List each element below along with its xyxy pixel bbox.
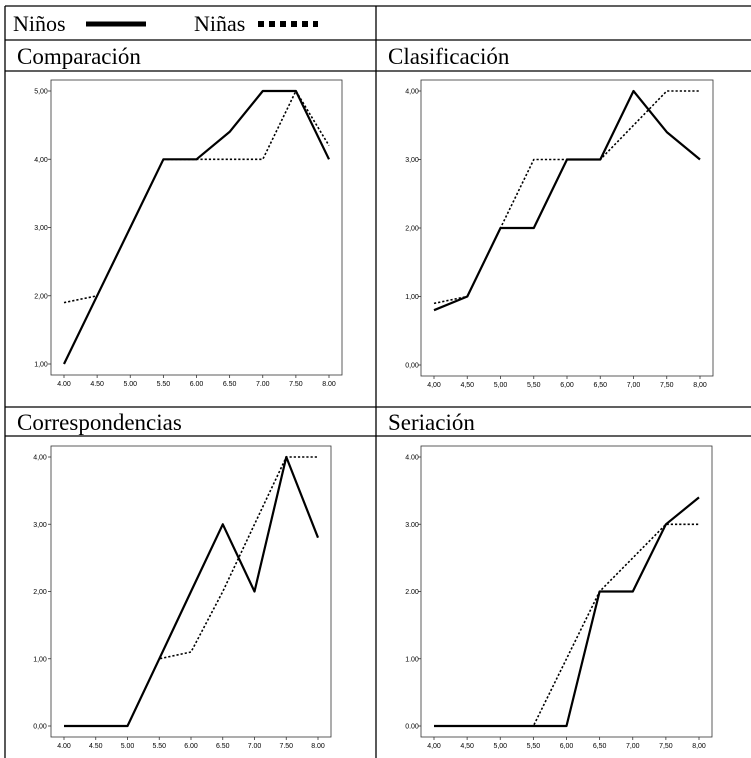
x-tick-label: 4.50 <box>89 743 103 750</box>
x-tick-label: 6,00 <box>560 743 574 750</box>
y-tick-label: 3,00 <box>33 522 47 529</box>
plot-correspondencias: 0,00 1,00 2,00 3,00 4,00 4.00 4.50 5.00 5.50 6.00… <box>33 445 332 750</box>
x-tick-label: 8,00 <box>693 382 707 389</box>
y-tick-label: 2,00 <box>33 589 47 596</box>
panel-title-comparacion: Comparación <box>17 44 141 69</box>
x-tick-label: 5,50 <box>527 743 541 750</box>
series-line-ninas <box>63 90 330 304</box>
x-tick-label: 6,50 <box>593 743 607 750</box>
panel-title-clasificacion: Clasificación <box>388 44 510 69</box>
x-tick-label: 8.00 <box>311 743 325 750</box>
plot-frame-seriacion <box>420 445 713 738</box>
plot-frame-comparacion <box>50 79 343 376</box>
y-tick-label: 3.00 <box>405 522 419 529</box>
x-tick-label: 6.00 <box>190 381 204 388</box>
x-tick-label: 4.00 <box>57 381 71 388</box>
y-tick-label: 0.00 <box>405 724 419 731</box>
y-tick-label: 3,00 <box>34 225 48 232</box>
x-tick-label: 7,00 <box>627 382 641 389</box>
series-line-ninas <box>434 523 699 727</box>
x-tick-label: 7.00 <box>248 743 262 750</box>
x-tick-label: 7,00 <box>626 743 640 750</box>
y-tick-label: 2,00 <box>34 293 48 300</box>
x-tick-label: 4,50 <box>460 743 474 750</box>
x-tick-label: 4.50 <box>90 381 104 388</box>
series-line-ninos <box>64 455 320 728</box>
x-tick-label: 6.50 <box>223 381 237 388</box>
y-tick-label: 4,00 <box>34 157 48 164</box>
y-tick-label: 2.00 <box>405 589 419 596</box>
x-tick-label: 5.50 <box>152 743 166 750</box>
plot-frame-clasificacion <box>420 79 714 377</box>
x-tick-label: 7.00 <box>256 381 270 388</box>
y-tick-label: 4,00 <box>405 89 419 96</box>
x-tick-label: 4,00 <box>427 382 441 389</box>
table-grid <box>4 5 751 758</box>
y-tick-label: 4,00 <box>33 455 47 462</box>
x-tick-label: 6,50 <box>593 382 607 389</box>
x-tick-label: 4,50 <box>460 382 474 389</box>
x-tick-label: 4,00 <box>427 743 441 750</box>
y-tick-label: 1,00 <box>34 362 48 369</box>
x-tick-label: 8,00 <box>692 743 706 750</box>
series-line-ninos <box>433 89 701 312</box>
x-tick-label: 7.50 <box>279 743 293 750</box>
y-tick-label: 5,00 <box>34 89 48 96</box>
x-tick-label: 5,00 <box>493 743 507 750</box>
x-tick-label: 7,50 <box>659 743 673 750</box>
plot-clasificacion: 0,00 1,00 2,00 3,00 4,00 4,00 4,50 5,00 5,50 6,00… <box>405 79 714 389</box>
y-tick-label: 4.00 <box>405 455 419 462</box>
y-tick-label: 1,00 <box>405 294 419 301</box>
legend: Niños Niñas <box>13 11 318 36</box>
y-tick-label: 3,00 <box>405 157 419 164</box>
y-tick-label: 1,00 <box>33 656 47 663</box>
x-tick-label: 5.00 <box>121 743 135 750</box>
x-tick-label: 4.00 <box>57 743 71 750</box>
x-tick-label: 5.50 <box>157 381 171 388</box>
x-tick-label: 6.50 <box>216 743 230 750</box>
series-line-ninos <box>63 89 330 365</box>
y-tick-label: 1.00 <box>405 656 419 663</box>
y-tick-label: 2,00 <box>405 226 419 233</box>
x-tick-label: 6.00 <box>184 743 198 750</box>
x-tick-label: 5.00 <box>123 381 137 388</box>
plot-seriacion: 0.00 1.00 2.00 3.00 4.00 4,00 4,50 5,00 5,50 6,00… <box>405 445 713 750</box>
x-tick-label: 7,50 <box>660 382 674 389</box>
panel-title-correspondencias: Correspondencias <box>17 410 182 435</box>
panel-title-seriacion: Seriación <box>388 410 475 435</box>
y-tick-label: 0,00 <box>405 363 419 370</box>
plot-comparacion: 1,00 2,00 3,00 4,00 5,00 4.00 4.50 5.00 5.50 6.00… <box>34 79 343 388</box>
x-tick-label: 5,00 <box>494 382 508 389</box>
x-tick-label: 8.00 <box>322 381 336 388</box>
x-tick-label: 5,50 <box>527 382 541 389</box>
x-tick-label: 6,00 <box>560 382 574 389</box>
x-tick-label: 7.50 <box>289 381 303 388</box>
y-tick-label: 0,00 <box>33 724 47 731</box>
series-line-ninos <box>434 496 700 728</box>
legend-ninos-label: Niños <box>13 11 66 36</box>
legend-ninas-label: Niñas <box>194 11 245 36</box>
